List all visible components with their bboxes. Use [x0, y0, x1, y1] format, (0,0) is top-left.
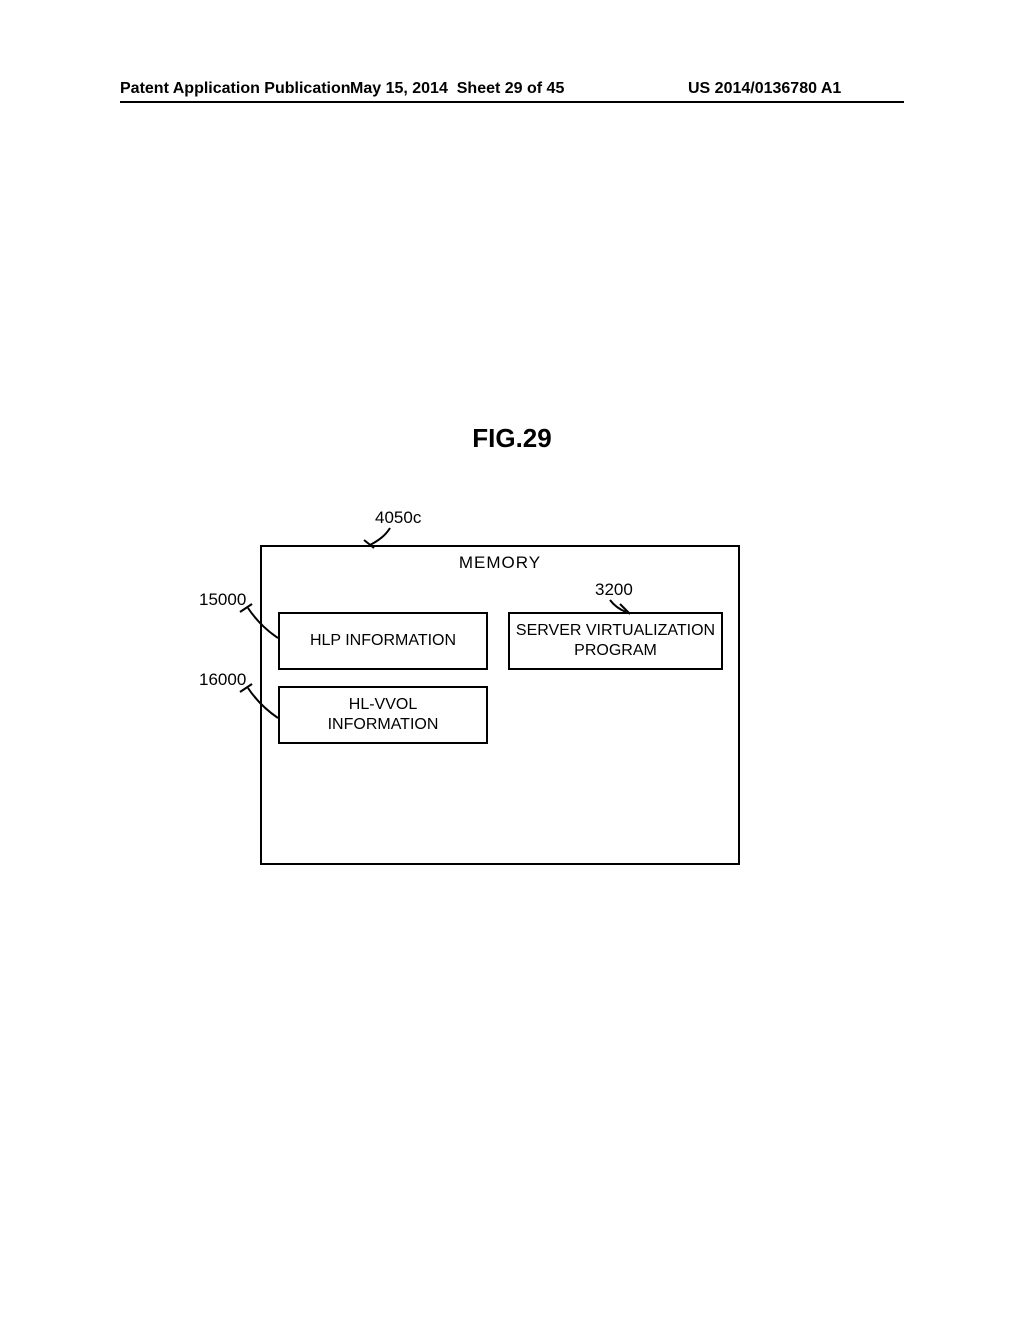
ref-3200: 3200 — [595, 580, 633, 600]
ref-4050c: 4050c — [375, 508, 421, 528]
box-hlp-information: HLP INFORMATION — [278, 612, 488, 670]
box-server-virtualization: SERVER VIRTUALIZATIONPROGRAM — [508, 612, 723, 670]
figure-title: FIG.29 — [0, 423, 1024, 454]
header-sheet: Sheet 29 of 45 — [457, 80, 565, 97]
ref-15000: 15000 — [199, 590, 246, 610]
header-date: May 15, 2014 — [350, 80, 448, 97]
header-date-sheet: May 15, 2014 Sheet 29 of 45 — [350, 80, 564, 98]
header-rule — [120, 101, 904, 103]
box-hl-vvol-information: HL-VVOLINFORMATION — [278, 686, 488, 744]
patent-page: Patent Application Publication May 15, 2… — [0, 0, 1024, 1320]
memory-label: MEMORY — [260, 553, 740, 573]
ref-16000: 16000 — [199, 670, 246, 690]
header-pubno: US 2014/0136780 A1 — [688, 80, 841, 98]
figure-diagram: MEMORY HLP INFORMATION SERVER VIRTUALIZA… — [200, 460, 800, 900]
header-publication: Patent Application Publication — [120, 80, 351, 98]
